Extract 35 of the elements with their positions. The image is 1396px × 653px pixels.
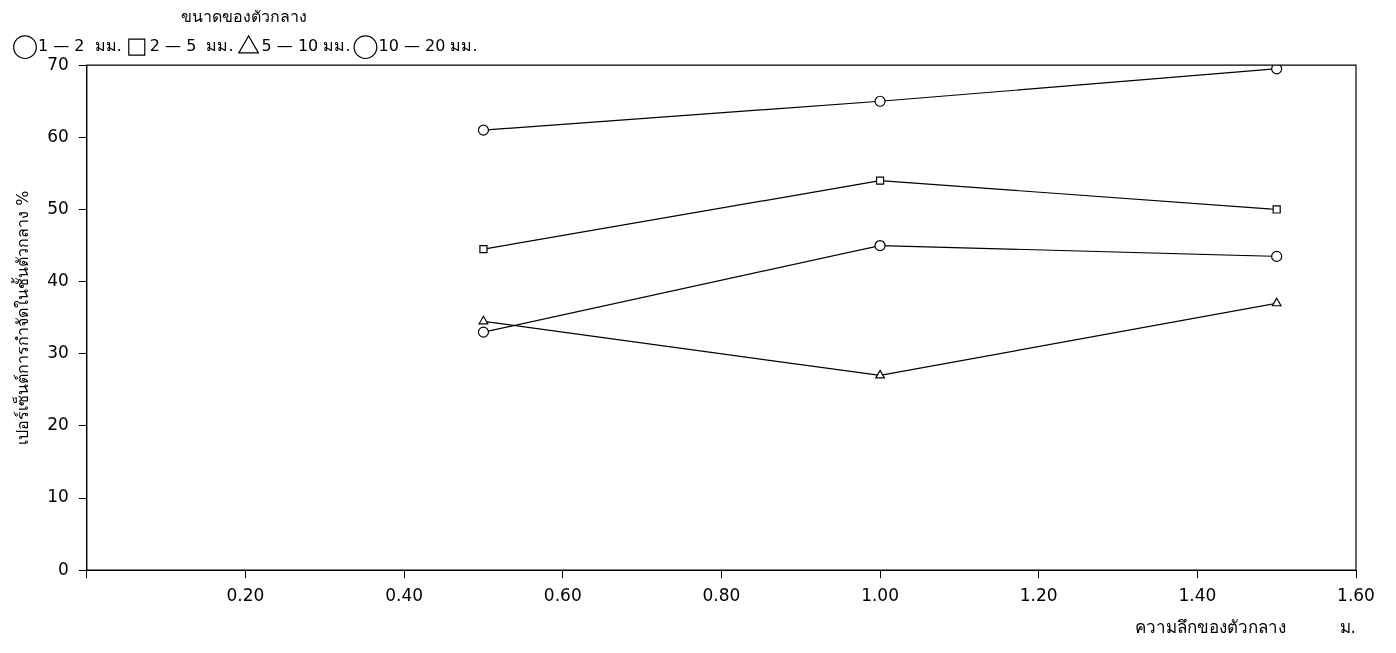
legend-label: 2 — 5 มม. — [149, 36, 234, 56]
point — [875, 369, 885, 379]
y-tick-label: 40 — [47, 270, 69, 291]
point — [477, 124, 490, 136]
point — [477, 326, 490, 338]
y-tick-label: 50 — [47, 197, 69, 218]
legend-label: 5 — 10 มม. — [261, 36, 351, 56]
point — [874, 95, 886, 107]
legend-label: 1 — 2 มม. — [38, 36, 122, 56]
x-tick-label: 1.60 — [1337, 584, 1375, 605]
x-tick-label: 1.40 — [1178, 584, 1217, 605]
x-tick-label: 1.20 — [1019, 584, 1058, 605]
point — [874, 239, 886, 252]
y-tick-label: 20 — [47, 414, 69, 435]
y-axis-title: เปอร์เซ็นต์การกำจัดในชั้นตัวกลาง % — [10, 190, 32, 445]
x-tick-label: 1.00 — [861, 584, 899, 605]
legend-label: 10 — 20 มม. — [378, 36, 478, 56]
y-tick-label: 60 — [47, 125, 69, 146]
x-tick-label: 0.80 — [702, 584, 741, 605]
y-tick-label: 10 — [47, 486, 69, 507]
y-tick-label: 0 — [58, 558, 69, 579]
point — [479, 245, 488, 254]
y-tick-label: 30 — [47, 342, 69, 363]
y-tick-label: 70 — [47, 53, 69, 74]
x-tick-label: 0.20 — [226, 584, 265, 605]
x-tick-label: 0.60 — [543, 584, 582, 605]
point — [1271, 297, 1282, 307]
x-axis-title: ความลึกของตัวกลาง ม. — [1134, 617, 1356, 638]
legend-title: ขนาดของตัวกลาง — [180, 7, 307, 27]
point — [875, 176, 885, 185]
point — [1271, 250, 1283, 262]
x-tick-label: 0.40 — [385, 584, 424, 605]
point — [1272, 205, 1281, 214]
point — [1271, 65, 1283, 75]
point — [478, 315, 489, 325]
